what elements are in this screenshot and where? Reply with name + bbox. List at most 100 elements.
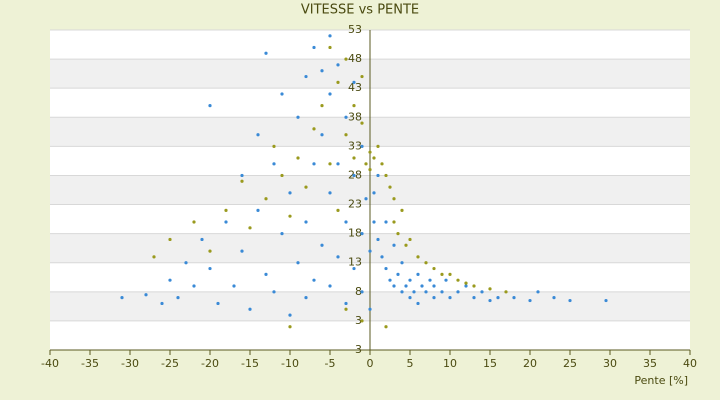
point: [352, 266, 356, 271]
point: [328, 162, 332, 166]
y-tick-label: 43: [348, 81, 362, 94]
point: [256, 208, 260, 212]
point: [424, 261, 428, 265]
point: [568, 298, 572, 303]
point: [328, 92, 332, 96]
point: [448, 296, 452, 300]
point: [304, 220, 308, 224]
point: [372, 191, 376, 195]
point: [604, 298, 608, 303]
point: [368, 307, 372, 311]
point: [368, 150, 372, 154]
point: [512, 296, 516, 300]
point: [376, 173, 380, 178]
point: [432, 296, 436, 300]
x-tick-label: 0: [367, 357, 374, 370]
point: [288, 313, 292, 317]
point: [440, 290, 444, 294]
point: [312, 278, 316, 282]
point: [388, 278, 392, 282]
y-tick-label: 3: [355, 314, 362, 327]
point: [364, 197, 368, 201]
x-tick-label: -30: [121, 357, 139, 370]
point: [336, 255, 340, 259]
point: [208, 104, 212, 108]
point: [296, 261, 300, 265]
point: [400, 290, 404, 294]
x-tick-label: -15: [241, 357, 259, 370]
x-tick-label: 20: [523, 357, 537, 370]
point: [336, 162, 340, 166]
point: [320, 69, 324, 73]
point: [384, 325, 388, 329]
point: [352, 173, 356, 178]
point: [376, 144, 380, 148]
x-tick-label: 15: [483, 357, 497, 370]
x-tick-label: 10: [443, 357, 457, 370]
point: [240, 173, 244, 178]
point: [296, 156, 300, 160]
point: [416, 301, 420, 306]
y-tick-label: 13: [348, 256, 362, 269]
point: [380, 255, 384, 259]
point: [448, 272, 452, 276]
point: [320, 133, 324, 137]
point: [392, 243, 396, 247]
y-tick-label: 53: [348, 23, 362, 36]
x-tick-label: -20: [201, 357, 219, 370]
point: [432, 266, 436, 271]
point: [360, 232, 364, 236]
x-tick-label: 5: [407, 357, 414, 370]
point: [416, 255, 420, 259]
point: [192, 284, 196, 288]
point: [296, 115, 300, 119]
point: [368, 249, 372, 253]
point: [504, 290, 508, 294]
point: [312, 45, 316, 50]
point: [248, 226, 252, 230]
point: [304, 296, 308, 300]
y-tick-label: 33: [348, 139, 362, 152]
point: [280, 232, 284, 236]
y-tick-label: 48: [348, 52, 362, 65]
x-tick-label: -10: [281, 357, 299, 370]
x-tick-label: -35: [81, 357, 99, 370]
point: [272, 162, 276, 166]
point: [256, 133, 260, 137]
point: [552, 296, 556, 300]
point: [372, 220, 376, 224]
point: [320, 104, 324, 108]
x-axis-label: Pente [%]: [634, 374, 688, 387]
point: [272, 290, 276, 294]
point: [328, 191, 332, 195]
point: [224, 220, 228, 224]
point: [344, 301, 348, 306]
point: [344, 220, 348, 224]
x-tick-label: 25: [563, 357, 577, 370]
point: [360, 121, 364, 125]
point: [336, 208, 340, 212]
point: [444, 278, 448, 282]
point: [384, 266, 388, 271]
point: [368, 168, 372, 172]
point: [408, 237, 412, 242]
point: [392, 284, 396, 288]
point: [472, 296, 476, 300]
point: [488, 298, 492, 303]
point: [216, 301, 220, 306]
point: [240, 179, 244, 183]
point: [320, 243, 324, 247]
point: [144, 293, 148, 297]
point: [456, 290, 460, 294]
point: [272, 144, 276, 148]
y-tick-label: 8: [355, 285, 362, 298]
point: [404, 284, 408, 288]
point: [464, 281, 468, 285]
point: [288, 214, 292, 218]
point: [344, 115, 348, 119]
point: [168, 278, 172, 282]
point: [400, 208, 404, 212]
point: [360, 290, 364, 294]
point: [160, 301, 164, 306]
